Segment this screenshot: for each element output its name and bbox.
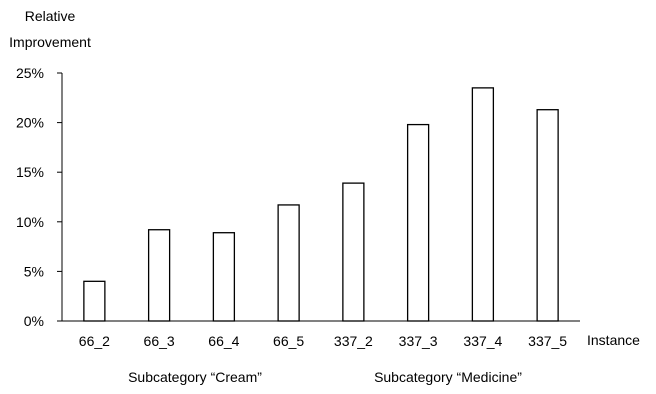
bar-66_5 bbox=[277, 204, 300, 322]
y-tick-label: 25% bbox=[16, 65, 44, 81]
bar-337_2 bbox=[342, 182, 365, 322]
y-tick-label: 10% bbox=[16, 214, 44, 230]
y-axis-title-line-2: Improvement bbox=[9, 34, 91, 50]
x-tick-label: 337_2 bbox=[334, 333, 373, 349]
y-tick-label: 15% bbox=[16, 164, 44, 180]
x-tick-label: 337_5 bbox=[528, 333, 567, 349]
y-tick-label: 0% bbox=[24, 313, 44, 329]
x-tick-label: 66_3 bbox=[144, 333, 175, 349]
bar-337_4 bbox=[471, 87, 495, 322]
bar-66_2 bbox=[83, 280, 106, 322]
bar-66_3 bbox=[147, 229, 171, 322]
y-tick-label: 5% bbox=[24, 263, 44, 279]
x-tick-label: 66_5 bbox=[273, 333, 304, 349]
x-tick-label: 337_3 bbox=[399, 333, 438, 349]
y-axis-title-line-1: Relative bbox=[25, 8, 76, 24]
bar-337_3 bbox=[406, 123, 430, 322]
x-tick-label: 337_4 bbox=[463, 333, 502, 349]
x-tick-label: 66_4 bbox=[208, 333, 239, 349]
bar-66_4 bbox=[212, 232, 236, 322]
bar-337_5 bbox=[536, 109, 559, 322]
group-label-cream: Subcategory “Cream” bbox=[128, 369, 262, 385]
x-axis-title: Instance bbox=[587, 332, 640, 348]
group-label-medicine: Subcategory “Medicine” bbox=[374, 369, 522, 385]
y-tick-label: 20% bbox=[16, 115, 44, 131]
x-tick-label: 66_2 bbox=[79, 333, 110, 349]
